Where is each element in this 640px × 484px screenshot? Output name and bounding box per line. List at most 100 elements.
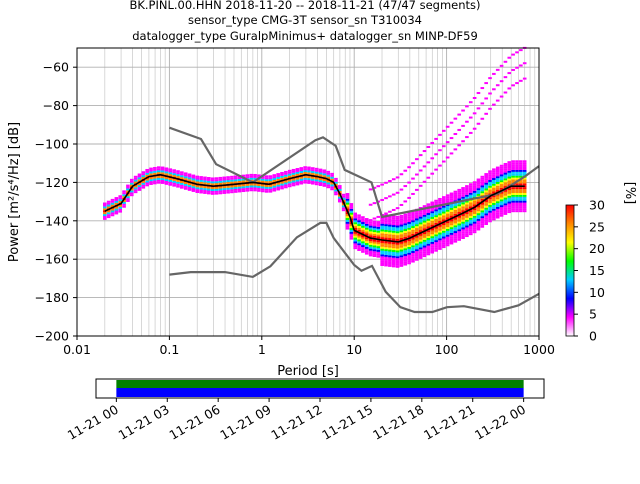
psd-cell <box>241 180 246 183</box>
psd-cell <box>172 180 176 183</box>
psd-cell <box>407 260 411 263</box>
psd-cell <box>226 180 230 183</box>
psd-cell <box>426 203 431 206</box>
psd-cell <box>449 225 454 228</box>
psd-cell <box>511 189 515 192</box>
psd-cell <box>453 238 458 241</box>
psd-cell <box>337 196 342 199</box>
psd-cell <box>149 179 153 182</box>
psd-cell <box>156 172 161 175</box>
psd-cell <box>453 207 458 210</box>
psd-cell <box>461 196 465 199</box>
psd-cell <box>399 222 404 225</box>
psd-cell <box>245 176 250 179</box>
psd-cell <box>441 242 446 245</box>
psd-cell <box>376 228 381 231</box>
psd-cell <box>249 187 253 190</box>
psd-cell <box>499 164 504 167</box>
psd-cell <box>129 188 134 191</box>
psd-cell <box>168 174 173 177</box>
psd-cell <box>426 239 431 242</box>
psd-cell <box>418 220 423 223</box>
psd-cell <box>357 214 361 217</box>
psd-cell <box>519 194 523 197</box>
psd-cell <box>468 131 473 134</box>
psd-cell <box>434 199 438 202</box>
psd-cell <box>337 198 342 201</box>
psd-cell <box>106 206 111 209</box>
psd-cell <box>156 177 161 180</box>
psd-cell <box>492 103 496 106</box>
psd-cell <box>368 233 373 236</box>
figure-title-line-1: BK.PINL.00.HHN 2018-11-20 -- 2018-11-21 … <box>129 0 480 12</box>
psd-cell <box>411 224 415 227</box>
psd-cell <box>522 177 527 180</box>
psd-cell <box>430 203 435 206</box>
psd-cell <box>380 240 384 243</box>
psd-cell <box>457 238 462 241</box>
psd-cell <box>488 218 492 221</box>
psd-cell <box>395 236 400 239</box>
psd-cell <box>449 121 454 124</box>
psd-cell <box>499 64 504 67</box>
psd-cell <box>334 177 338 180</box>
psd-cell <box>511 166 515 169</box>
psd-cell <box>441 234 446 237</box>
psd-cell <box>384 260 388 263</box>
psd-cell <box>515 160 519 163</box>
psd-cell <box>468 231 473 234</box>
psd-cell <box>422 226 427 229</box>
psd-cell <box>364 218 369 221</box>
psd-cell <box>519 200 523 203</box>
psd-cell <box>407 256 411 259</box>
psd-cell <box>468 190 473 193</box>
psd-cell <box>103 215 107 218</box>
psd-cell <box>299 178 304 181</box>
psd-cell <box>334 179 338 182</box>
psd-cell <box>507 168 512 171</box>
psd-cell <box>407 243 411 246</box>
psd-cell <box>230 175 234 178</box>
psd-cell <box>172 173 176 176</box>
psd-cell <box>445 207 450 210</box>
psd-cell <box>415 224 419 227</box>
psd-cell <box>272 179 277 182</box>
colorbar-tick-label: 0 <box>589 329 597 344</box>
psd-cell <box>418 222 423 225</box>
psd-cell <box>430 216 435 219</box>
psd-cell <box>434 236 438 239</box>
psd-cell <box>380 237 384 240</box>
psd-cell <box>176 179 180 182</box>
psd-cell <box>422 239 427 242</box>
coverage-bar-psd <box>116 388 524 397</box>
psd-cell <box>465 208 469 211</box>
psd-cell <box>203 186 207 189</box>
psd-cell <box>272 185 277 188</box>
psd-cell <box>499 214 504 217</box>
psd-cell <box>453 148 458 151</box>
psd-cell <box>176 183 180 186</box>
psd-cell <box>203 180 207 183</box>
psd-cell <box>388 241 392 244</box>
grid-layer <box>76 48 539 337</box>
psd-cell <box>303 175 307 178</box>
psd-cell <box>415 188 419 191</box>
psd-cell <box>372 217 377 220</box>
psd-cell <box>391 230 396 233</box>
psd-cell <box>441 219 446 222</box>
psd-cell <box>488 216 492 219</box>
psd-cell <box>337 190 342 193</box>
psd-cell <box>191 180 196 183</box>
psd-cell <box>388 222 392 225</box>
psd-cell <box>172 175 176 178</box>
psd-cell <box>380 254 384 257</box>
psd-cell <box>391 193 396 196</box>
psd-cell <box>488 206 492 209</box>
psd-cell <box>137 188 142 191</box>
psd-cell <box>461 223 465 226</box>
psd-cell <box>511 192 515 195</box>
psd-cell <box>391 259 396 262</box>
psd-cell <box>434 168 438 171</box>
psd-cell <box>330 172 334 175</box>
psd-cell <box>418 224 423 227</box>
